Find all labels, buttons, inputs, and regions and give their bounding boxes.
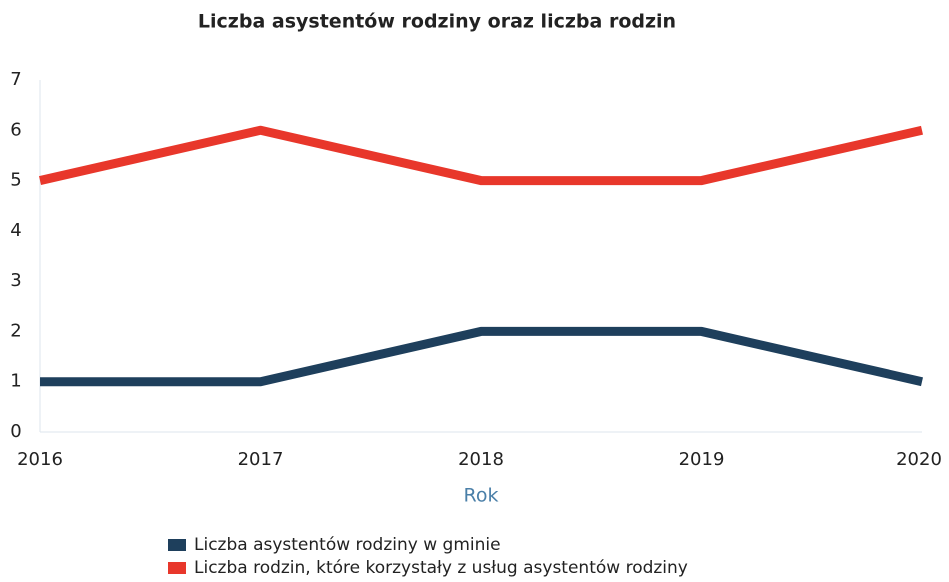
x-tick-label: 2017 bbox=[238, 449, 284, 470]
y-tick-label: 1 bbox=[10, 371, 21, 392]
legend-swatch bbox=[168, 562, 186, 574]
x-axis-label: Rok bbox=[464, 485, 499, 507]
y-tick-label: 7 bbox=[10, 69, 21, 90]
series-line bbox=[38, 125, 924, 186]
y-tick-label: 6 bbox=[10, 119, 21, 140]
legend-label: Liczba asystentów rodziny w gminie bbox=[194, 535, 501, 555]
y-tick-label: 2 bbox=[10, 320, 21, 341]
x-tick-label: 2019 bbox=[679, 449, 725, 470]
legend-swatch bbox=[168, 539, 186, 551]
y-tick-label: 5 bbox=[10, 170, 21, 191]
y-tick-label: 3 bbox=[10, 270, 21, 291]
y-tick-label: 4 bbox=[10, 220, 21, 241]
chart-title: Liczba asystentów rodziny oraz liczba ro… bbox=[198, 11, 676, 33]
y-tick-label: 0 bbox=[10, 421, 21, 442]
series-line bbox=[40, 326, 924, 387]
x-tick-label: 2020 bbox=[896, 449, 942, 470]
x-tick-label: 2018 bbox=[458, 449, 504, 470]
x-tick-label: 2016 bbox=[17, 449, 63, 470]
legend-label: Liczba rodzin, które korzystały z usług … bbox=[194, 558, 688, 578]
